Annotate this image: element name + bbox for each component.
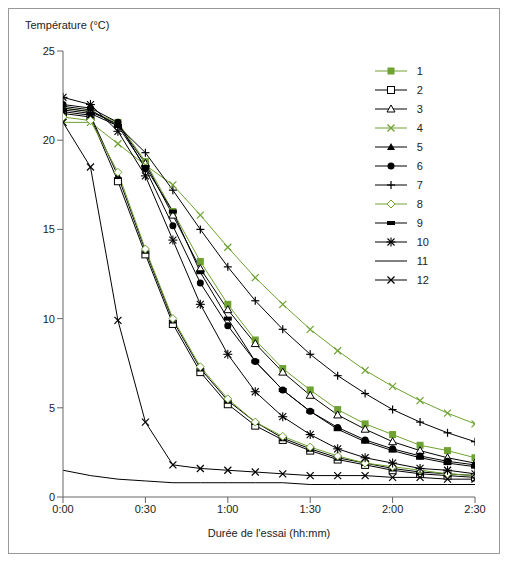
html-text:7: 7 [416, 178, 423, 191]
svg-text:25: 25 [43, 45, 55, 57]
svg-text:2:00: 2:00 [382, 503, 403, 515]
svg-text:10: 10 [43, 313, 55, 325]
html-text:5: 5 [416, 140, 423, 153]
html-text:Température (°C): Température (°C) [25, 19, 110, 31]
html-text:3: 3 [416, 102, 423, 115]
svg-text:2:30: 2:30 [464, 503, 485, 515]
html-text:8: 8 [416, 197, 423, 210]
html-text:11: 11 [416, 254, 429, 267]
svg-text:Durée de l'essai (hh:mm): Durée de l'essai (hh:mm) [208, 527, 331, 539]
html-text:9: 9 [416, 216, 423, 229]
html-text:1: 1 [416, 64, 423, 77]
svg-text:15: 15 [43, 223, 55, 235]
html-text:12: 12 [416, 273, 429, 286]
html-text:4: 4 [416, 121, 423, 134]
html-text:2: 2 [416, 83, 423, 96]
svg-text:5: 5 [49, 402, 55, 414]
svg-text:1:30: 1:30 [299, 503, 320, 515]
svg-text:0:00: 0:00 [52, 503, 73, 515]
svg-text:1:00: 1:00 [217, 503, 238, 515]
svg-text:20: 20 [43, 134, 55, 146]
svg-text:0:30: 0:30 [135, 503, 156, 515]
html-text:10: 10 [416, 235, 429, 248]
svg-text:0: 0 [49, 491, 55, 503]
html-text:6: 6 [416, 159, 423, 172]
